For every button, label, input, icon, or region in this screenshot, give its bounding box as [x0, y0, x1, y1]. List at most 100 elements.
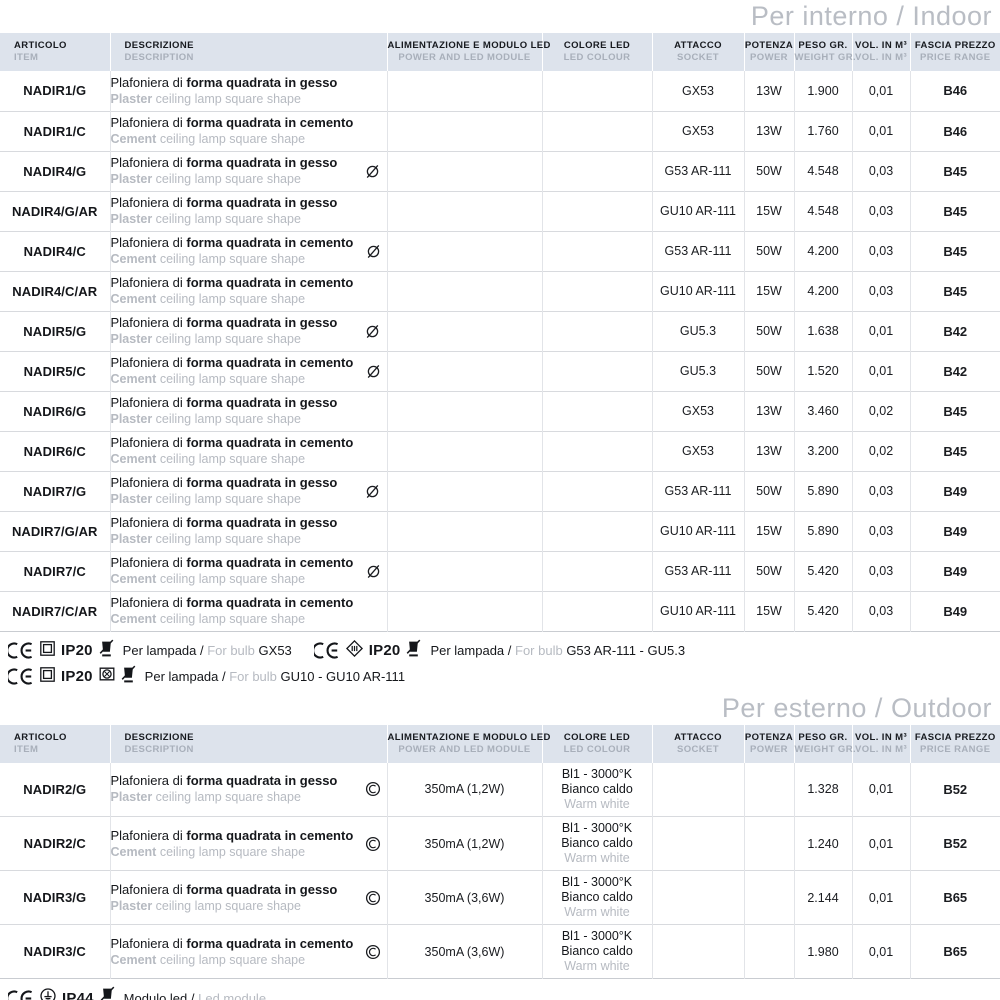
- column-header-en: POWER AND LED MODULE: [398, 743, 531, 755]
- cell-price-range: B45: [943, 403, 968, 419]
- cell-power-watt: [744, 762, 795, 817]
- description-en: Plaster ceiling lamp square shape: [110, 790, 301, 805]
- cell-socket: G53 AR-111: [652, 551, 745, 591]
- legend-symbols: IP20: [8, 665, 136, 689]
- table-row[interactable]: NADIR4/G Plafoniera di forma quadrata in …: [0, 151, 1000, 191]
- cell-power-watt: 50W: [744, 471, 795, 511]
- column-header-en: DESCRIPTION: [124, 743, 194, 755]
- column-header-it: COLORE LED: [563, 40, 631, 51]
- column-header-it: ARTICOLO: [14, 731, 67, 743]
- table-row[interactable]: NADIR6/G Plafoniera di forma quadrata in …: [0, 391, 1000, 431]
- description-en: Cement ceiling lamp square shape: [110, 612, 306, 626]
- cell-weight: 5.890: [794, 471, 853, 511]
- table-row[interactable]: NADIR7/G/AR Plafoniera di forma quadrata …: [0, 511, 1000, 551]
- table-row[interactable]: NADIR5/C Plafoniera di forma quadrata in …: [0, 351, 1000, 391]
- table-row[interactable]: NADIR4/C/AR Plafoniera di forma quadrata …: [0, 271, 1000, 311]
- cell-power-module: 350mA (1,2W): [387, 816, 543, 871]
- cell-volume: 0,01: [852, 762, 911, 817]
- cell-power-watt: 13W: [744, 111, 795, 151]
- cell-item: NADIR2/G: [0, 762, 111, 817]
- cell-led-colour: Bl1 - 3000°K Bianco caldo Warm white: [542, 816, 653, 871]
- description-it: Plafoniera di forma quadrata in gesso: [110, 155, 338, 170]
- cell-weight: 1.638: [794, 311, 853, 351]
- cell-price-range: B46: [943, 123, 968, 139]
- description-it: Plafoniera di forma quadrata in cemento: [110, 115, 354, 130]
- led-colour-it: Bianco caldo: [561, 836, 633, 850]
- cell-socket: [652, 870, 745, 925]
- cell-price-range: B65: [943, 890, 968, 905]
- description-en: Cement ceiling lamp square shape: [110, 132, 306, 146]
- led-colour-en: Warm white: [564, 851, 630, 865]
- cell-price-range: B42: [943, 323, 968, 339]
- column-header-potenza: POTENZA POWER: [744, 724, 795, 763]
- cell-power-module: [387, 391, 543, 431]
- cell-power-module: [387, 351, 543, 391]
- column-header-it: COLORE LED: [563, 731, 631, 743]
- led-colour-code: Bl1 - 3000°K: [561, 875, 633, 889]
- cell-power-module: [387, 311, 543, 351]
- cell-power-watt: 13W: [744, 391, 795, 431]
- table-row[interactable]: NADIR4/G/AR Plafoniera di forma quadrata …: [0, 191, 1000, 231]
- table-row[interactable]: NADIR7/C/AR Plafoniera di forma quadrata …: [0, 591, 1000, 631]
- column-header-en: POWER: [750, 743, 788, 755]
- table-row[interactable]: NADIR3/G Plafoniera di forma quadrata in …: [0, 870, 1000, 925]
- description-en: Plaster ceiling lamp square shape: [110, 412, 301, 426]
- table-row[interactable]: NADIR3/C Plafoniera di forma quadrata in …: [0, 924, 1000, 979]
- table-row[interactable]: NADIR7/G Plafoniera di forma quadrata in …: [0, 471, 1000, 511]
- cell-volume: 0,03: [852, 271, 911, 311]
- cell-socket: GU5.3: [652, 351, 745, 391]
- cell-power-watt: 15W: [744, 511, 795, 551]
- table-row[interactable]: NADIR2/G Plafoniera di forma quadrata in …: [0, 762, 1000, 817]
- table-body: NADIR1/G Plafoniera di forma quadrata in …: [0, 71, 1000, 631]
- table-row[interactable]: NADIR1/G Plafoniera di forma quadrata in …: [0, 71, 1000, 111]
- table-row[interactable]: NADIR7/C Plafoniera di forma quadrata in …: [0, 551, 1000, 591]
- description-it: Plafoniera di forma quadrata in gesso: [110, 515, 338, 530]
- ce-mark-icon: [8, 990, 34, 1000]
- cell-volume: 0,02: [852, 431, 911, 471]
- cell-weight: 5.420: [794, 551, 853, 591]
- cell-led-colour: [542, 471, 653, 511]
- ip-rating-label: IP20: [61, 668, 93, 685]
- table-row[interactable]: NADIR1/C Plafoniera di forma quadrata in …: [0, 111, 1000, 151]
- cell-item: NADIR2/C: [0, 816, 111, 871]
- column-header-alimentazione-e-modulo-led: ALIMENTAZIONE E MODULO LED POWER AND LED …: [387, 724, 550, 763]
- cell-volume: 0,03: [852, 191, 911, 231]
- table-row[interactable]: NADIR4/C Plafoniera di forma quadrata in …: [0, 231, 1000, 271]
- cell-power-module: [387, 591, 543, 631]
- cell-led-colour: Bl1 - 3000°K Bianco caldo Warm white: [542, 762, 653, 817]
- cell-power-watt: 13W: [744, 431, 795, 471]
- table-row[interactable]: NADIR6/C Plafoniera di forma quadrata in …: [0, 431, 1000, 471]
- no-dimmer-icon: [365, 363, 382, 380]
- column-header-it: FASCIA PREZZO: [914, 40, 996, 51]
- cell-weight: 4.548: [794, 151, 853, 191]
- column-header-en: WEIGHT GR.: [794, 743, 857, 755]
- column-header-it: VOL. IN M³: [854, 40, 908, 51]
- ce-mark-icon: [8, 668, 34, 685]
- cell-weight: 1.760: [794, 111, 853, 151]
- legend-group: IP20 Per lampada / For bulb G53 AR-111 - …: [313, 639, 707, 663]
- cell-power-watt: 15W: [744, 191, 795, 231]
- description-en: Plaster ceiling lamp square shape: [110, 91, 301, 106]
- table-header: ARTICOLO ITEM DESCRIZIONE DESCRIPTION ALIMEN…: [0, 33, 1000, 71]
- column-header-descrizione: DESCRIZIONE DESCRIPTION: [110, 33, 388, 71]
- cell-weight: 5.420: [794, 591, 853, 631]
- cell-volume: 0,03: [852, 151, 911, 191]
- ce-mark-icon: [313, 642, 340, 659]
- cell-description: Plafoniera di forma quadrata in gesso Pla…: [110, 311, 388, 351]
- cell-description: Plafoniera di forma quadrata in cemento C…: [110, 431, 388, 471]
- cell-weight: 1.980: [794, 924, 853, 979]
- cell-description: Plafoniera di forma quadrata in cemento C…: [110, 551, 388, 591]
- description-en: Cement ceiling lamp square shape: [110, 952, 306, 967]
- legend-line: IP20 Per lampada / For bulb GX53 IP20 Per l…: [8, 638, 1000, 664]
- cell-price-range: B49: [943, 523, 968, 539]
- ce-mark-icon: [8, 642, 34, 659]
- cell-description: Plafoniera di forma quadrata in gesso Pla…: [110, 151, 388, 191]
- cell-price-range: B46: [943, 83, 968, 99]
- table-header: ARTICOLO ITEM DESCRIZIONE DESCRIPTION ALIMEN…: [0, 724, 1000, 763]
- double-circle-icon: [365, 890, 381, 906]
- table-row[interactable]: NADIR5/G Plafoniera di forma quadrata in …: [0, 311, 1000, 351]
- description-it: Plafoniera di forma quadrata in gesso: [110, 881, 338, 897]
- cell-power-watt: 50W: [744, 231, 795, 271]
- table-row[interactable]: NADIR2/C Plafoniera di forma quadrata in …: [0, 816, 1000, 871]
